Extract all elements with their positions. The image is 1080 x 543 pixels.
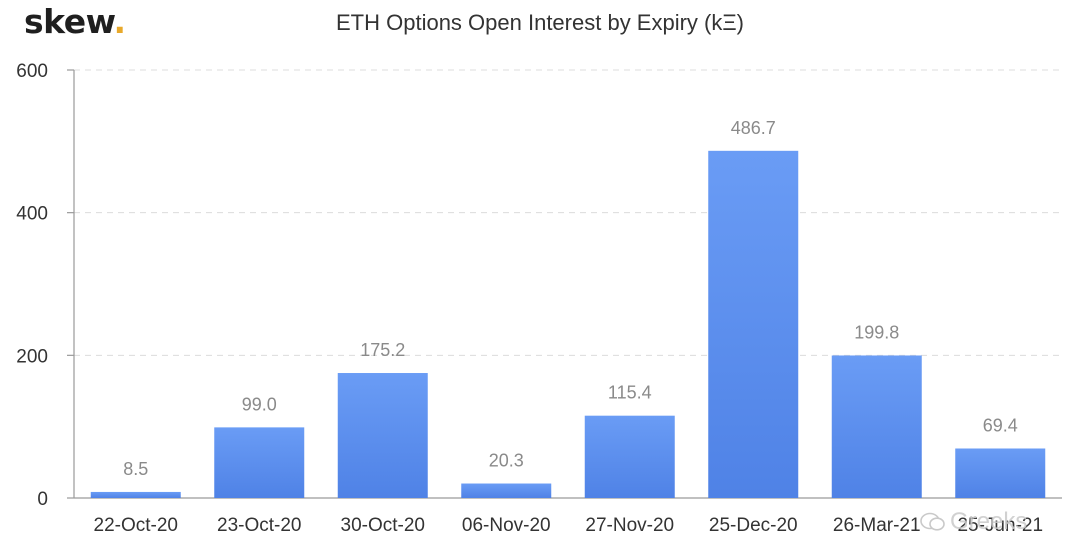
y-tick-label: 200 <box>16 346 48 367</box>
bar <box>831 355 922 498</box>
y-tick-label: 600 <box>16 61 48 82</box>
skew-logo: skew. <box>24 2 126 41</box>
data-label: 20.3 <box>489 451 524 471</box>
x-tick-label: 25-Dec-20 <box>709 515 798 536</box>
bars <box>90 150 1046 498</box>
bar <box>584 415 675 498</box>
x-tick-label: 25-Jun-21 <box>957 515 1043 536</box>
x-tick-label: 30-Oct-20 <box>341 515 425 536</box>
bar <box>461 483 552 498</box>
y-tick-label: 400 <box>16 204 48 225</box>
x-tick-label: 26-Mar-21 <box>833 515 921 536</box>
value-labels: 8.5 99.0 175.2 20.3 115.4 486.7 199.8 69.4 <box>123 118 1018 479</box>
bar <box>214 427 305 498</box>
y-tick-label: 0 <box>37 489 48 510</box>
y-axis-ticks: 0 200 400 600 <box>16 61 74 510</box>
data-label: 175.2 <box>360 340 405 360</box>
data-label: 199.8 <box>854 322 899 342</box>
bar <box>708 150 799 498</box>
data-label: 99.0 <box>242 394 277 414</box>
bar <box>90 491 181 498</box>
data-label: 8.5 <box>123 459 148 479</box>
x-tick-label: 23-Oct-20 <box>217 515 301 536</box>
data-label: 486.7 <box>731 118 776 138</box>
data-label: 69.4 <box>983 415 1018 435</box>
x-axis-ticks: 22-Oct-20 23-Oct-20 30-Oct-20 06-Nov-20 27-N… <box>94 515 1044 536</box>
x-tick-label: 06-Nov-20 <box>462 515 551 536</box>
bar <box>955 448 1046 498</box>
x-tick-label: 27-Nov-20 <box>585 515 674 536</box>
x-tick-label: 22-Oct-20 <box>94 515 178 536</box>
chart-title: ETH Options Open Interest by Expiry (kΞ) <box>336 10 744 35</box>
data-label: 115.4 <box>608 383 652 403</box>
bar <box>337 373 428 498</box>
